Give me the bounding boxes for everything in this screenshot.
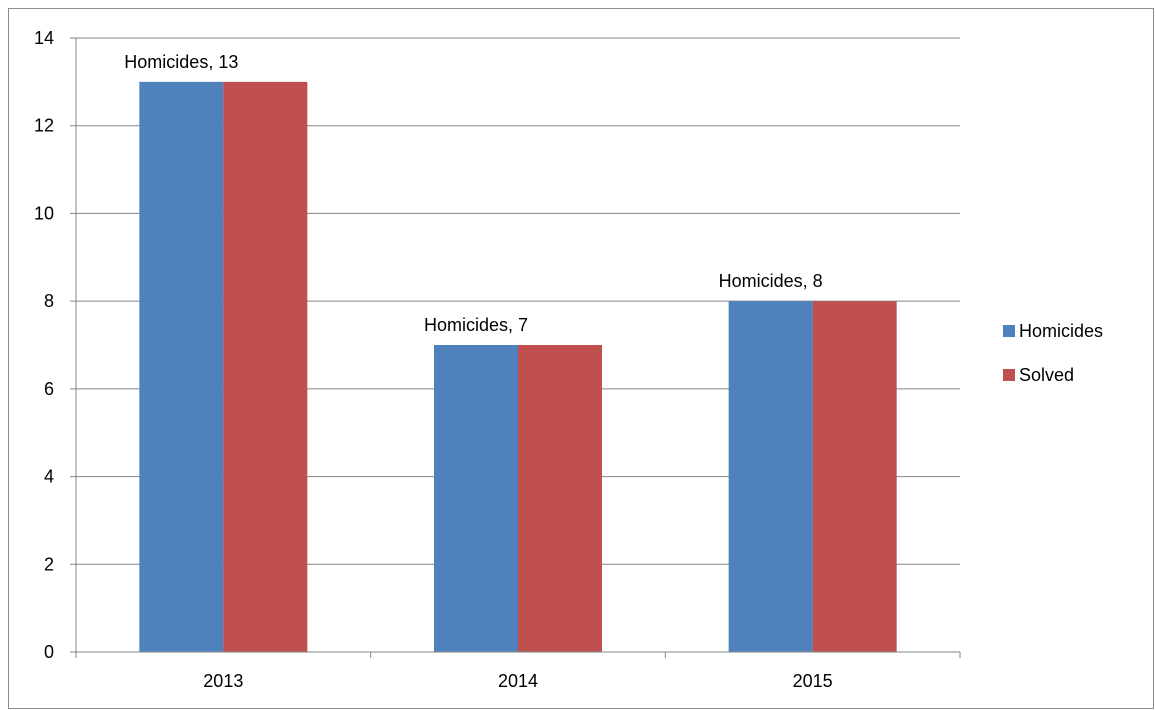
y-tick-label: 14 <box>34 28 54 48</box>
y-tick-label: 6 <box>44 379 54 399</box>
axes <box>70 37 961 658</box>
legend-swatch-homicides <box>1003 325 1015 337</box>
x-tick-label: 2013 <box>203 671 243 691</box>
y-tick-label: 0 <box>44 642 54 662</box>
y-tick-label: 8 <box>44 291 54 311</box>
bar-solved-2015 <box>812 301 897 652</box>
legend: Homicides Solved <box>1003 321 1103 385</box>
x-tick-label: 2014 <box>498 671 538 691</box>
bar-solved-2013 <box>223 81 308 653</box>
bar-solved-2014 <box>518 345 602 652</box>
x-tick-label: 2015 <box>793 671 833 691</box>
data-label: Homicides, 8 <box>719 271 823 291</box>
bar-homicides-2014 <box>434 345 518 652</box>
bars <box>139 81 897 653</box>
labels: 0 2 4 6 8 10 12 14 2013 2014 2015 Homicides, 13 Homi… <box>34 28 833 691</box>
legend-label-homicides: Homicides <box>1019 321 1103 341</box>
bar-homicides-2015 <box>728 301 813 652</box>
y-tick-label: 10 <box>34 203 54 223</box>
data-label: Homicides, 7 <box>424 315 528 335</box>
bar-homicides-2013 <box>139 81 224 653</box>
bar-chart: 0 2 4 6 8 10 12 14 2013 2014 2015 Homicides, 13 Homi… <box>34 28 1103 691</box>
y-tick-label: 2 <box>44 554 54 574</box>
data-label: Homicides, 13 <box>124 52 238 72</box>
y-tick-label: 12 <box>34 116 54 136</box>
legend-swatch-solved <box>1003 369 1015 381</box>
chart-frame: 0 2 4 6 8 10 12 14 2013 2014 2015 Homicides, 13 Homi… <box>8 8 1154 709</box>
y-tick-label: 4 <box>44 467 54 487</box>
legend-label-solved: Solved <box>1019 365 1074 385</box>
